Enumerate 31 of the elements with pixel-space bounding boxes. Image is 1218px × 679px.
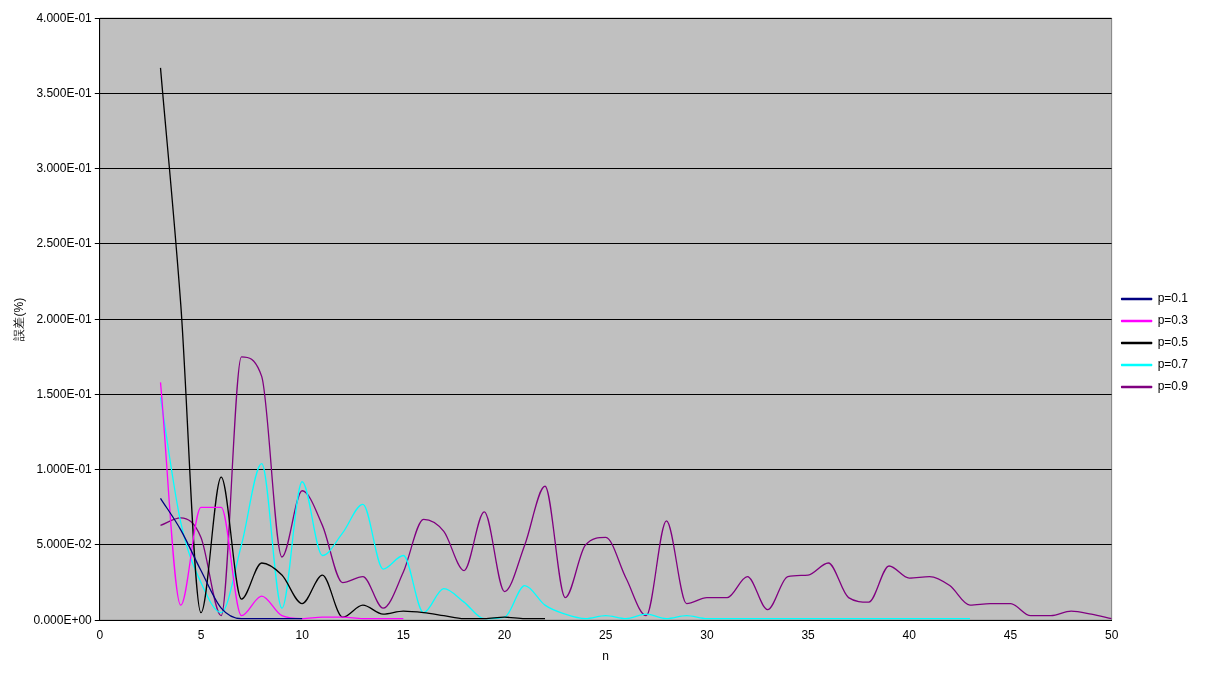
x-axis-title: n xyxy=(602,649,610,664)
y-tick-label: 4.000E-01 xyxy=(36,10,93,25)
y-tick-label: 3.000E-01 xyxy=(36,161,93,176)
y-tick-label: 2.500E-01 xyxy=(36,236,93,251)
line-series xyxy=(159,497,303,620)
x-tick-label: 15 xyxy=(396,627,411,642)
x-tick-label: 5 xyxy=(197,627,205,642)
y-axis-title: 誤差(%) xyxy=(11,297,26,341)
y-tick-label: 5.000E-02 xyxy=(36,537,93,552)
legend-label: p=0.7 xyxy=(1157,357,1189,372)
y-tick-label: 3.500E-01 xyxy=(36,85,93,100)
x-tick-label: 40 xyxy=(902,627,917,642)
legend-label: p=0.5 xyxy=(1157,335,1189,350)
line-series xyxy=(159,356,1112,620)
y-tick-label: 1.500E-01 xyxy=(36,386,93,401)
x-tick-label: 50 xyxy=(1104,627,1119,642)
legend-label: p=0.3 xyxy=(1157,313,1189,328)
line-series xyxy=(159,381,404,620)
x-tick-label: 10 xyxy=(295,627,310,642)
x-tick-label: 30 xyxy=(700,627,714,642)
x-tick-label: 35 xyxy=(801,627,816,642)
legend-label: p=0.9 xyxy=(1157,379,1189,394)
x-tick-label: 0 xyxy=(96,627,104,642)
x-tick-label: 25 xyxy=(599,627,613,642)
legend-label: p=0.1 xyxy=(1157,291,1189,306)
line-series xyxy=(159,396,971,620)
y-tick-label: 2.000E-01 xyxy=(36,311,93,326)
x-tick-label: 20 xyxy=(497,627,512,642)
y-tick-label: 0.000E+00 xyxy=(33,612,93,627)
x-tick-label: 45 xyxy=(1003,627,1018,642)
y-tick-label: 1.000E-01 xyxy=(36,462,93,477)
